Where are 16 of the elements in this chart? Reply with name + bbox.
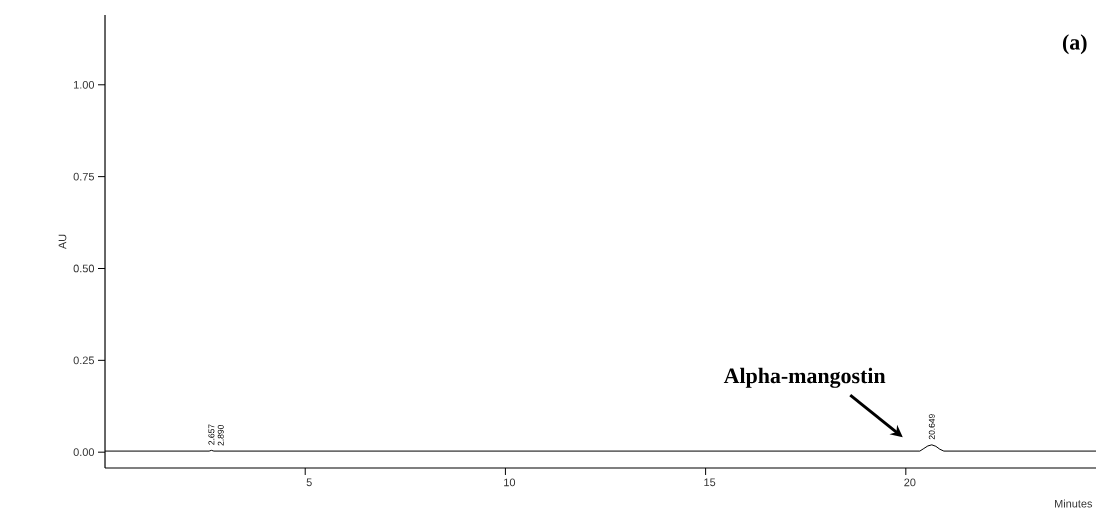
- y-tick-label: 0.00: [73, 448, 95, 457]
- annotation: Alpha-mangostin: [723, 367, 886, 388]
- annotation: 2.657: [208, 424, 215, 445]
- annotation: (a): [1062, 34, 1087, 55]
- x-tick-label: 15: [704, 478, 716, 487]
- x-axis-title: Minutes: [1055, 499, 1093, 508]
- annotation: 2.890: [217, 425, 224, 446]
- y-tick-label: 0.50: [73, 264, 95, 273]
- x-tick-label: 20: [904, 478, 916, 487]
- y-axis-title: AU: [58, 234, 67, 250]
- y-tick-label: 1.00: [73, 80, 95, 89]
- y-tick-label: 0.75: [73, 172, 95, 181]
- x-tick-label: 10: [504, 478, 516, 487]
- y-tick-label: 0.25: [73, 356, 95, 365]
- x-tick-label: 5: [306, 478, 312, 487]
- annotation: 20.649: [928, 414, 935, 440]
